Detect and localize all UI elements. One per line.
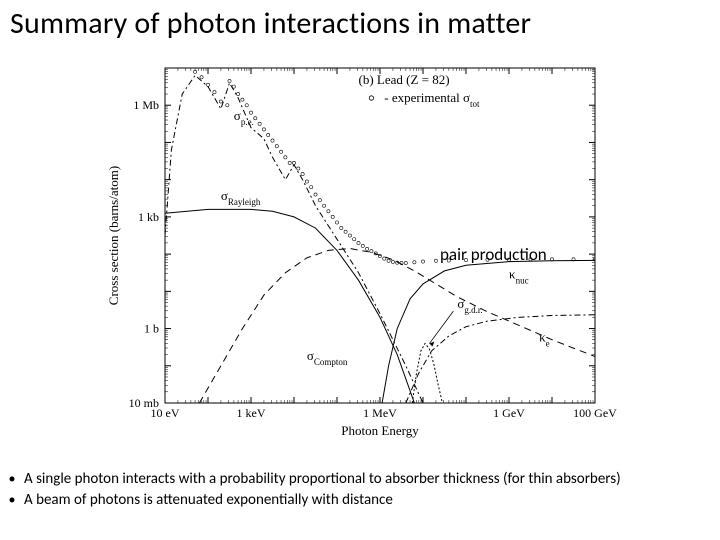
bullet-text: A beam of photons is attenuated exponent… bbox=[24, 491, 720, 510]
bullet-item: • A single photon interacts with a proba… bbox=[0, 470, 720, 489]
svg-text:κe: κe bbox=[539, 330, 550, 349]
svg-text:10 mb: 10 mb bbox=[129, 396, 159, 410]
svg-text:- experimental σtot: - experimental σtot bbox=[384, 90, 480, 109]
svg-text:(b) Lead (Z = 82): (b) Lead (Z = 82) bbox=[359, 72, 450, 87]
svg-text:1 kb: 1 kb bbox=[138, 210, 159, 224]
svg-text:1 MeV: 1 MeV bbox=[363, 406, 397, 420]
bullet-marker: • bbox=[0, 491, 24, 509]
slide-title: Summary of photon interactions in matter bbox=[10, 5, 710, 42]
svg-text:Cross section (barns/atom): Cross section (barns/atom) bbox=[106, 166, 121, 305]
slide: Summary of photon interactions in matter… bbox=[0, 0, 720, 540]
svg-text:σg.d.r.: σg.d.r. bbox=[457, 296, 482, 315]
svg-text:σCompton: σCompton bbox=[307, 348, 348, 367]
bullet-list: • A single photon interacts with a proba… bbox=[0, 470, 720, 512]
svg-text:1 Mb: 1 Mb bbox=[133, 98, 159, 112]
svg-text:100 GeV: 100 GeV bbox=[573, 406, 617, 420]
svg-text:1 keV: 1 keV bbox=[237, 406, 266, 420]
bullet-item: • A beam of photons is attenuated expone… bbox=[0, 491, 720, 510]
bullet-text: A single photon interacts with a probabi… bbox=[24, 470, 720, 489]
svg-text:1 b: 1 b bbox=[144, 322, 159, 336]
bullet-marker: • bbox=[0, 470, 24, 488]
pair-production-annotation: pair production bbox=[440, 244, 547, 265]
svg-text:κnuc: κnuc bbox=[509, 266, 529, 285]
svg-text:Photon Energy: Photon Energy bbox=[341, 423, 419, 438]
svg-text:σRayleigh: σRayleigh bbox=[221, 188, 261, 207]
svg-text:1 GeV: 1 GeV bbox=[493, 406, 525, 420]
